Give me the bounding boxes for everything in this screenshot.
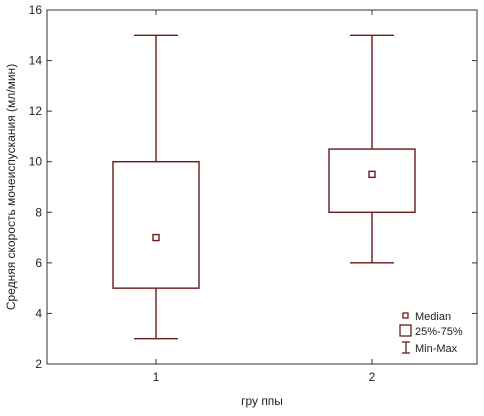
iqr-box — [112, 161, 200, 289]
y-tick-label: 14 — [29, 54, 43, 68]
box-group-2 — [328, 34, 416, 264]
x-tick-label: 2 — [369, 370, 376, 384]
y-tick-label: 2 — [35, 357, 42, 371]
median-marker — [152, 233, 160, 242]
legend: Median 25%-75% Min-Max — [399, 311, 463, 355]
median-marker — [368, 170, 376, 179]
legend-box-swatch — [399, 324, 412, 337]
y-tick-label: 12 — [29, 104, 43, 118]
boxes — [112, 34, 416, 340]
y-tick-label: 4 — [35, 306, 42, 320]
y-tick-label: 16 — [29, 3, 43, 17]
y-tick-label: 8 — [35, 205, 42, 219]
legend-whisker-swatch — [402, 341, 410, 354]
y-tick-label: 6 — [35, 256, 42, 270]
x-axis-title: гру ппы — [241, 394, 283, 408]
y-axis: 2 4 6 8 10 12 14 16 — [29, 3, 477, 371]
iqr-box — [328, 148, 416, 213]
y-tick-label: 10 — [29, 155, 43, 169]
plot-frame — [46, 9, 478, 365]
x-tick-label: 1 — [153, 370, 160, 384]
legend-median-swatch — [402, 312, 409, 319]
y-axis-title: Средняя скорость мочеиспускания (мл/мин) — [4, 64, 18, 310]
legend-whisker-label: Min-Max — [415, 343, 458, 355]
box-group-1 — [112, 34, 200, 340]
legend-box-label: 25%-75% — [415, 326, 463, 338]
legend-median-label: Median — [415, 311, 451, 323]
